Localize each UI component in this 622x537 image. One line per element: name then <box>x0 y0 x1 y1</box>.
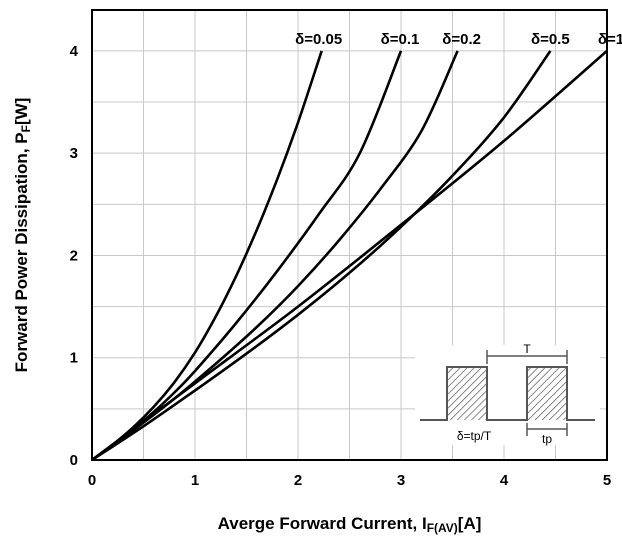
x-tick-label: 4 <box>500 472 509 489</box>
y-tick-labels: 0 1 2 3 4 <box>70 43 79 469</box>
y-tick-label: 0 <box>70 452 78 469</box>
inset-background <box>415 345 600 445</box>
series-label: δ=0.1 <box>381 31 420 48</box>
x-tick-label: 3 <box>397 472 405 489</box>
inset-period-label: T <box>523 342 531 356</box>
grid-lines <box>92 10 607 460</box>
inset-duty-formula: δ=tp/T <box>457 429 492 443</box>
series-curves <box>91 49 608 462</box>
series-curve <box>91 49 608 462</box>
x-axis-label-unit: [A] <box>458 514 482 533</box>
y-tick-label: 3 <box>70 145 78 162</box>
x-axis-label-subscript: F(AV) <box>427 521 458 535</box>
series-label: δ=1 <box>598 31 622 48</box>
series-curve <box>91 50 323 462</box>
x-tick-label: 5 <box>603 472 611 489</box>
series-label: δ=0.2 <box>442 31 481 48</box>
x-axis-label: Averge Forward Current, IF(AV)[A] <box>218 514 482 535</box>
series-label: δ=0.05 <box>295 31 342 48</box>
y-axis-label-subscript: F <box>19 125 33 132</box>
x-tick-label: 0 <box>88 472 96 489</box>
y-tick-label: 1 <box>70 350 78 367</box>
inset-pulse-2 <box>527 367 567 420</box>
y-axis-label-main: Forward Power Dissipation, P <box>12 132 31 372</box>
inset-pulse-1 <box>447 367 487 420</box>
x-tick-label: 1 <box>191 472 199 489</box>
y-axis-label: Forward Power Dissipation, PF[W] <box>12 98 33 373</box>
x-axis-label-main: Averge Forward Current, I <box>218 514 427 533</box>
series-curve <box>91 50 552 462</box>
x-tick-labels: 0 1 2 3 4 5 <box>88 472 611 489</box>
pulse-waveform-inset: T tp δ=tp/T <box>415 342 600 446</box>
plot-frame <box>91 9 608 461</box>
y-tick-label: 4 <box>70 43 79 60</box>
y-axis-label-unit: [W] <box>12 98 31 125</box>
y-tick-label: 2 <box>70 247 78 264</box>
inset-waveform <box>420 366 595 421</box>
series-labels: δ=0.05 δ=0.1 δ=0.2 δ=0.5 δ=1 <box>295 31 622 48</box>
inset-pulse-label: tp <box>542 432 552 446</box>
series-label: δ=0.5 <box>531 31 570 48</box>
x-tick-label: 2 <box>294 472 302 489</box>
